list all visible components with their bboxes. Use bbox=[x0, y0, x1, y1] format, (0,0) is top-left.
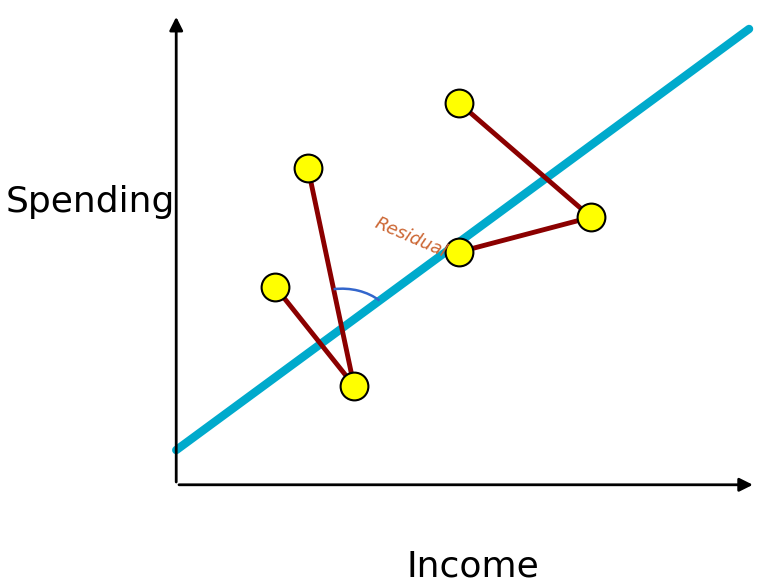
Point bbox=[348, 381, 360, 390]
Text: Residual: Residual bbox=[372, 214, 449, 260]
Point bbox=[453, 99, 465, 108]
Point bbox=[269, 282, 281, 291]
Point bbox=[301, 163, 314, 172]
Point bbox=[585, 213, 598, 222]
Point bbox=[453, 247, 465, 256]
Text: Income: Income bbox=[406, 549, 539, 583]
Text: Spending: Spending bbox=[6, 185, 175, 220]
